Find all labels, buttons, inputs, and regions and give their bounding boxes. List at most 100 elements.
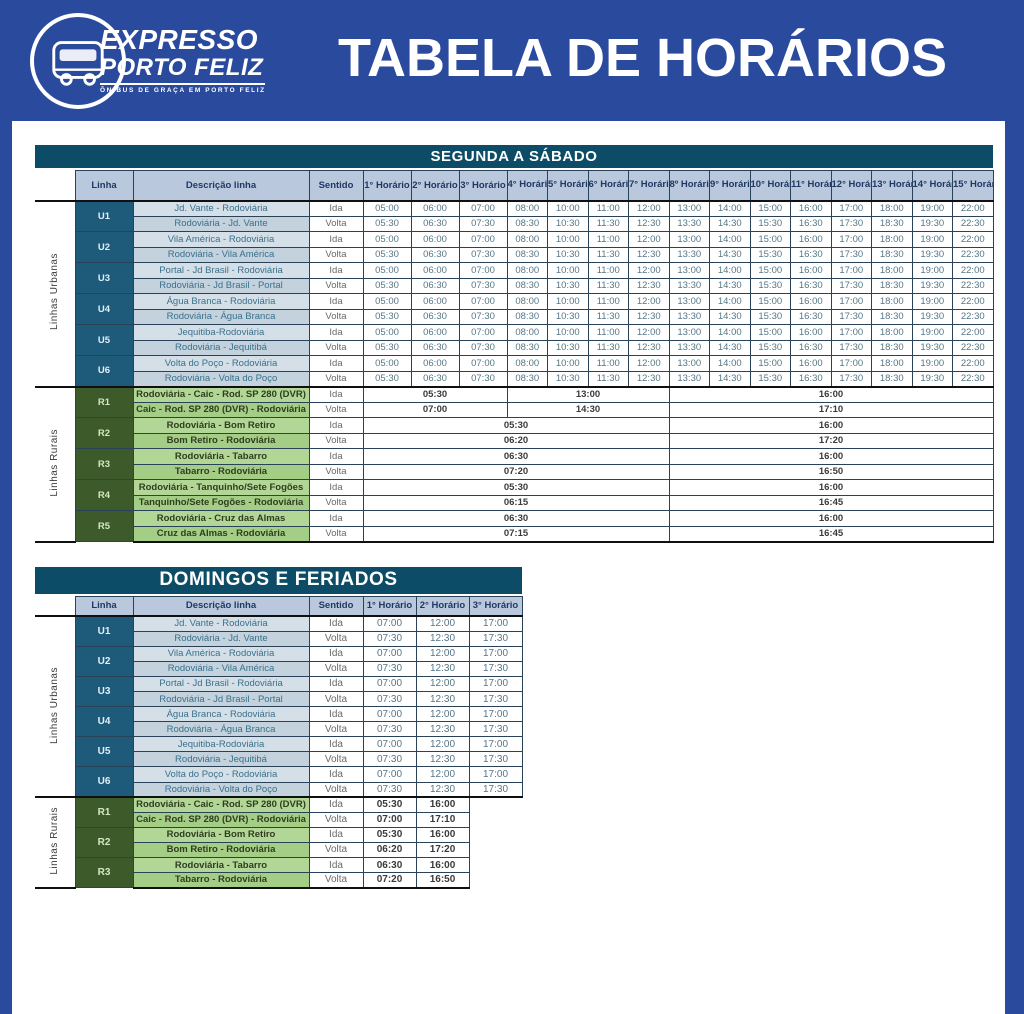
time-cell: 13:00 xyxy=(668,262,710,279)
line-description-cell: Rodoviária - Jd Brasil - Portal xyxy=(132,690,310,708)
time-cell: 07:30 xyxy=(458,246,508,263)
direction-cell: Volta xyxy=(308,463,364,480)
time-cell: 14:30 xyxy=(709,215,751,232)
line-code-cell: U1 xyxy=(74,199,134,232)
direction-cell: Volta xyxy=(308,370,364,387)
time-cell: 12:00 xyxy=(415,614,470,632)
table-row: R5 Rodoviária - Cruz das Almas Ida 06:30 16:… xyxy=(35,510,994,542)
empty-time-cell xyxy=(469,857,522,873)
time-cell: 17:00 xyxy=(830,293,872,310)
time-cell: 07:30 xyxy=(362,660,417,677)
line-description-cell: Rodoviária - Água Branca xyxy=(132,721,310,738)
company-logo: EXPRESSO PORTO FELIZ ÔNIBUS DE GRAÇA EM … xyxy=(30,12,275,109)
line-description-cell: Rodoviária - Tabarro xyxy=(132,856,310,874)
time-cell: 12:00 xyxy=(415,706,470,723)
table-row: R2 Rodoviária - Bom Retiro Ida 05:30 16:00 xyxy=(35,417,994,449)
time-cell: 17:20 xyxy=(668,432,994,449)
table-title-band: SEGUNDA A SÁBADO xyxy=(35,145,993,168)
schedule-t2: DOMINGOS E FERIADOS Linha Descrição linha S… xyxy=(35,566,1005,889)
company-name-line2: PORTO FELIZ xyxy=(100,54,264,82)
time-cell: 18:00 xyxy=(871,262,913,279)
time-cell: 08:30 xyxy=(506,308,548,325)
time-cell: 05:00 xyxy=(362,231,412,248)
time-cell: 17:00 xyxy=(468,675,523,692)
time-cell: 08:30 xyxy=(506,339,548,356)
table-row: U2 Vila América - Rodoviária Ida 07:00 12:00… xyxy=(35,645,523,677)
line-description-cell: Rodoviária - Vila América xyxy=(132,660,310,677)
time-cell: 08:30 xyxy=(506,215,548,232)
time-cell: 19:30 xyxy=(911,370,953,387)
time-cell: 13:30 xyxy=(668,308,710,325)
time-cell: 15:30 xyxy=(749,215,791,232)
time-cell: 17:30 xyxy=(468,751,523,768)
time-cell: 19:00 xyxy=(911,231,953,248)
time-cell: 16:00 xyxy=(668,479,994,496)
time-cell: 22:00 xyxy=(952,199,994,217)
time-cell: 22:00 xyxy=(952,231,994,248)
time-cell: 06:30 xyxy=(410,339,460,356)
table-row: Linhas Rurais R1 Rodoviária - Caic - Rod. … xyxy=(35,796,522,889)
time-cell: 22:30 xyxy=(952,277,994,294)
time-cell: 19:30 xyxy=(911,215,953,232)
empty-time-cell xyxy=(469,842,522,858)
line-description-cell: Rodoviária - Vila América xyxy=(132,246,310,263)
time-cell: 19:30 xyxy=(911,339,953,356)
time-cell: 18:30 xyxy=(871,246,913,263)
time-cell: 19:00 xyxy=(911,199,953,217)
table-row: U5 Jequitiba-Rodoviária Ida 05:00 06:00 07:00… xyxy=(35,324,994,356)
table-row: Rodoviária - Jd Brasil - Portal Volta 05:3… xyxy=(35,277,994,294)
time-cell: 05:30 xyxy=(362,796,417,813)
time-cell: 11:00 xyxy=(587,231,629,248)
time-cell: 11:30 xyxy=(587,339,629,356)
time-cell: 10:30 xyxy=(547,277,589,294)
time-cell: 12:00 xyxy=(628,231,670,248)
time-cell: 17:30 xyxy=(830,339,872,356)
time-cell: 17:00 xyxy=(468,706,523,723)
bus-icon xyxy=(30,12,126,109)
table-row: Rodoviária - Volta do Poço Volta 05:30 06:3… xyxy=(35,370,994,387)
direction-cell: Volta xyxy=(308,872,364,889)
time-cell: 14:00 xyxy=(709,324,751,341)
line-description-cell: Jequitiba-Rodoviária xyxy=(132,736,310,753)
gutter-spacer xyxy=(35,596,75,616)
time-cell: 05:00 xyxy=(362,199,412,217)
time-cell: 14:30 xyxy=(506,401,670,418)
direction-cell: Ida xyxy=(308,385,364,403)
line-description-cell: Rodoviária - Bom Retiro xyxy=(132,826,310,843)
direction-cell: Ida xyxy=(308,766,364,783)
time-cell: 15:00 xyxy=(749,324,791,341)
time-cell: 15:00 xyxy=(749,262,791,279)
time-cell: 17:30 xyxy=(468,690,523,708)
time-cell: 22:30 xyxy=(952,246,994,263)
line-description-cell: Volta do Poço - Rodoviária xyxy=(132,766,310,783)
time-cell: 22:30 xyxy=(952,308,994,325)
time-cell: 16:45 xyxy=(668,494,994,511)
table-row: Linhas Urbanas U1 Jd. Vante - Rodoviária Id… xyxy=(35,199,994,388)
line-description-cell: Portal - Jd Brasil - Rodoviária xyxy=(132,675,310,692)
time-cell: 07:30 xyxy=(458,215,508,232)
time-cell: 07:00 xyxy=(362,736,417,753)
time-cell: 11:00 xyxy=(587,355,629,372)
time-cell: 13:00 xyxy=(668,231,710,248)
time-cell: 15:30 xyxy=(749,308,791,325)
time-cell: 07:00 xyxy=(362,811,417,828)
direction-cell: Volta xyxy=(308,339,364,356)
time-cell: 05:30 xyxy=(362,385,508,403)
time-cell: 06:00 xyxy=(410,355,460,372)
time-cell: 19:00 xyxy=(911,355,953,372)
time-cell: 17:10 xyxy=(415,811,470,828)
time-cell: 08:00 xyxy=(506,262,548,279)
time-cell: 05:30 xyxy=(362,826,417,843)
line-code-cell: R4 xyxy=(74,479,134,511)
line-code-cell: R2 xyxy=(74,417,134,449)
time-cell: 22:00 xyxy=(952,355,994,372)
time-cell: 14:00 xyxy=(709,231,751,248)
direction-cell: Ida xyxy=(308,736,364,753)
time-cell: 13:30 xyxy=(668,339,710,356)
line-description-cell: Água Branca - Rodoviária xyxy=(132,706,310,723)
direction-cell: Ida xyxy=(308,856,364,874)
time-cell: 05:30 xyxy=(362,417,670,434)
table-row: U3 Portal - Jd Brasil - Rodoviária Ida 07:0… xyxy=(35,675,523,708)
direction-cell: Ida xyxy=(308,355,364,372)
time-cell: 13:30 xyxy=(668,215,710,232)
